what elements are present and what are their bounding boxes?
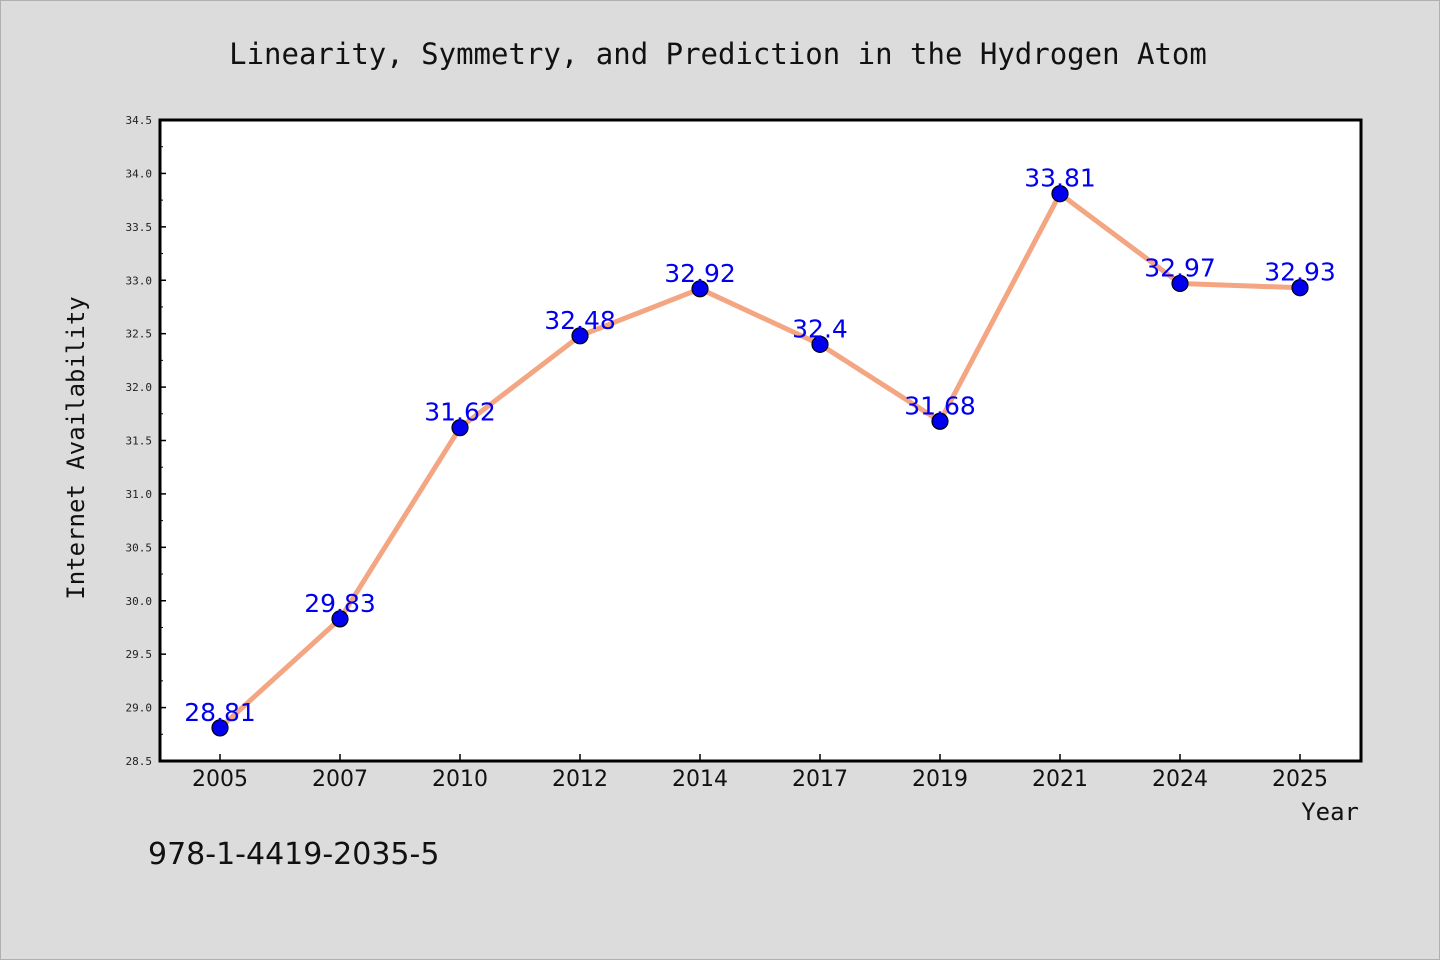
data-label: 33.81 [1024, 164, 1096, 193]
x-tick-label: 2007 [312, 767, 368, 792]
x-tick-label: 2024 [1152, 767, 1208, 792]
data-point [691, 280, 709, 298]
x-tick-label: 2025 [1272, 767, 1328, 792]
y-tick-label: 31.5 [126, 435, 153, 448]
y-tick-label: 34.0 [126, 167, 153, 180]
x-tick-label: 2012 [552, 767, 608, 792]
data-point [931, 412, 949, 430]
y-tick-label: 30.0 [126, 595, 153, 608]
y-tick-label: 30.5 [126, 541, 153, 554]
data-label: 29.83 [304, 589, 376, 618]
data-point [331, 610, 349, 628]
data-point [1291, 279, 1309, 297]
plot-frame [158, 118, 1363, 763]
data-label: 31.62 [424, 398, 496, 427]
data-label: 32.48 [544, 306, 616, 335]
data-point [211, 719, 229, 737]
data-point [451, 419, 469, 437]
x-tick-label: 2014 [672, 767, 728, 792]
data-point [571, 327, 589, 345]
y-axis-label: Internet Availability [62, 296, 90, 599]
data-label: 32.4 [792, 314, 848, 343]
x-tick-label: 2005 [192, 767, 248, 792]
y-tick-label: 32.5 [126, 328, 153, 341]
data-label: 31.68 [904, 391, 976, 420]
data-label: 32.92 [664, 259, 736, 288]
data-point [811, 335, 829, 353]
x-axis-label: Year [1301, 798, 1359, 826]
x-tick-label: 2017 [792, 767, 848, 792]
series-line [217, 191, 1303, 731]
y-tick-label: 33.5 [126, 221, 153, 234]
data-label: 32.93 [1264, 258, 1336, 287]
y-tick-label: 28.5 [126, 755, 153, 768]
data-point [1171, 274, 1189, 293]
chart-title: Linearity, Symmetry, and Prediction in t… [229, 37, 1207, 71]
y-tick-label: 34.5 [126, 114, 153, 127]
data-labels: 28.81 29.83 31.62 32.48 32.92 32.4 31.68 33.81 3… [184, 164, 1336, 727]
y-tick-label: 33.0 [126, 274, 153, 287]
x-tick-label: 2021 [1032, 767, 1088, 792]
y-tick-label: 31.0 [126, 488, 153, 501]
data-label: 32.97 [1144, 253, 1216, 282]
data-points [211, 185, 1309, 737]
y-tick-label: 32.0 [126, 381, 153, 394]
footer-code: 978-1-4419-2035-5 [148, 837, 439, 872]
plot-area [160, 120, 1361, 761]
y-tick-label: 29.0 [126, 702, 153, 715]
x-tick-label: 2010 [432, 767, 488, 792]
x-tick-label: 2019 [912, 767, 968, 792]
x-axis-ticks: 2005 2007 2010 2012 2014 2017 2019 2021 2024 2025 [192, 754, 1328, 792]
y-tick-label: 29.5 [126, 648, 153, 661]
data-point [1051, 185, 1069, 203]
data-label: 28.81 [184, 698, 256, 727]
